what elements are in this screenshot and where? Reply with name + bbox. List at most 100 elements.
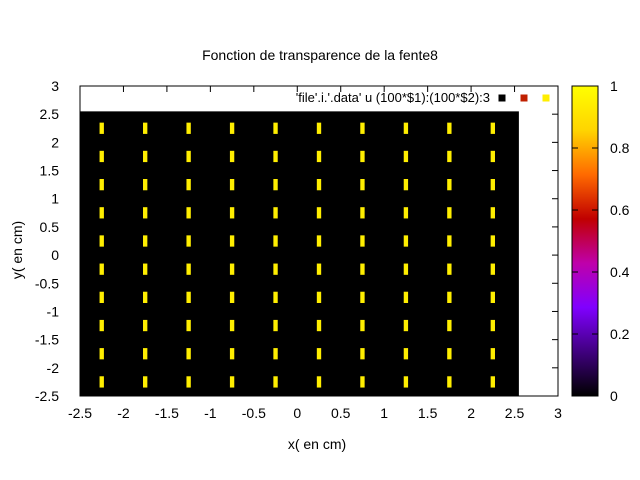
aperture-mark — [403, 376, 409, 388]
y-tick-label: 2.5 — [40, 106, 60, 122]
x-tick-label: 1 — [380, 405, 388, 421]
aperture-mark — [229, 150, 235, 163]
aperture-mark — [229, 235, 235, 247]
colorbar-gradient — [571, 85, 599, 397]
aperture-mark — [490, 122, 495, 134]
aperture-mark — [316, 348, 322, 360]
aperture-mark — [143, 207, 148, 219]
aperture-mark — [403, 348, 409, 360]
colorbar: 0 0.2 0.4 0.6 0.8 1 — [571, 78, 630, 404]
aperture-mark — [186, 235, 191, 247]
aperture-mark — [447, 122, 452, 134]
y-tick-label: -1 — [47, 303, 60, 319]
colorbar-tick-label: 0.6 — [610, 202, 630, 218]
aperture-mark — [273, 235, 278, 247]
legend-swatch — [498, 94, 506, 102]
y-tick-label: 1 — [51, 191, 59, 207]
aperture-mark — [186, 376, 191, 388]
legend: 'file'.i.'.data' u (100*$1):(100*$2):3 — [296, 90, 550, 105]
aperture-mark — [360, 263, 365, 275]
aperture-mark — [186, 319, 191, 332]
aperture-mark — [360, 319, 365, 332]
aperture-mark — [360, 235, 365, 247]
aperture-mark — [99, 319, 104, 332]
axes-layer: -2.5 -2 -1.5 -1 -0.5 0 0.5 1 1.5 2 2.5 3 -2.5 -2 -1.5 -… — [35, 78, 562, 421]
aperture-mark — [316, 207, 322, 219]
aperture-mark — [99, 263, 104, 275]
x-axis-label: x( en cm) — [288, 436, 346, 452]
aperture-mark — [403, 150, 409, 163]
x-tick-label: -2 — [117, 405, 130, 421]
legend-label: 'file'.i.'.data' u (100*$1):(100*$2):3 — [296, 90, 490, 105]
aperture-mark — [403, 122, 409, 134]
aperture-mark — [490, 376, 495, 388]
y-tick-label: -2.5 — [35, 388, 59, 404]
aperture-mark — [316, 150, 322, 163]
aperture-mark — [99, 376, 104, 388]
colorbar-tick-label: 0 — [610, 388, 618, 404]
legend-swatch — [542, 94, 550, 102]
y-tick-label: -1.5 — [35, 332, 59, 348]
aperture-mark — [143, 348, 148, 360]
aperture-mark — [316, 319, 322, 332]
colorbar-tick-label: 0.4 — [610, 264, 630, 280]
aperture-mark — [403, 207, 409, 219]
y-tick-label: 0 — [51, 247, 59, 263]
aperture-mark — [447, 179, 452, 191]
aperture-mark — [316, 179, 322, 191]
y-axis-label: y( en cm) — [9, 221, 25, 279]
aperture-mark — [447, 207, 452, 219]
aperture-mark — [99, 291, 104, 303]
aperture-mark — [229, 122, 235, 134]
heatmap-layer — [80, 111, 519, 396]
x-tick-label: -1.5 — [155, 405, 179, 421]
aperture-mark — [360, 150, 365, 163]
aperture-mark — [229, 207, 235, 219]
y-tick-label: -0.5 — [35, 275, 59, 291]
aperture-mark — [229, 291, 235, 303]
x-tick-label: 2.5 — [505, 405, 525, 421]
aperture-mark — [273, 179, 278, 191]
aperture-mark — [99, 207, 104, 219]
aperture-mark — [360, 348, 365, 360]
legend-swatches — [498, 94, 550, 102]
aperture-mark — [360, 291, 365, 303]
aperture-mark — [273, 348, 278, 360]
aperture-mark — [229, 263, 235, 275]
aperture-mark — [186, 150, 191, 163]
aperture-mark — [403, 319, 409, 332]
aperture-mark — [273, 122, 278, 134]
aperture-mark — [186, 291, 191, 303]
aperture-mark — [490, 319, 495, 332]
aperture-mark — [273, 150, 278, 163]
aperture-mark — [186, 348, 191, 360]
legend-swatch — [520, 94, 528, 102]
aperture-mark — [316, 263, 322, 275]
aperture-mark — [186, 207, 191, 219]
aperture-mark — [273, 376, 278, 388]
x-tick-label: -2.5 — [68, 405, 92, 421]
aperture-mark — [273, 291, 278, 303]
aperture-mark — [229, 179, 235, 191]
chart-title: Fonction de transparence de la fente8 — [202, 47, 438, 63]
heatmap-background — [80, 111, 519, 396]
aperture-mark — [490, 348, 495, 360]
aperture-mark — [490, 291, 495, 303]
aperture-mark — [490, 207, 495, 219]
aperture-mark — [360, 179, 365, 191]
aperture-mark — [490, 150, 495, 163]
y-tick-label: 2 — [51, 134, 59, 150]
aperture-mark — [490, 179, 495, 191]
aperture-mark — [316, 235, 322, 247]
colorbar-tick-label: 1 — [610, 78, 618, 94]
aperture-mark — [403, 263, 409, 275]
aperture-mark — [403, 291, 409, 303]
aperture-mark — [99, 122, 104, 134]
y-tick-label: 1.5 — [40, 163, 60, 179]
aperture-mark — [143, 263, 148, 275]
aperture-mark — [143, 235, 148, 247]
aperture-mark — [143, 376, 148, 388]
x-tick-label: 2 — [467, 405, 475, 421]
aperture-mark — [143, 150, 148, 163]
aperture-mark — [360, 207, 365, 219]
